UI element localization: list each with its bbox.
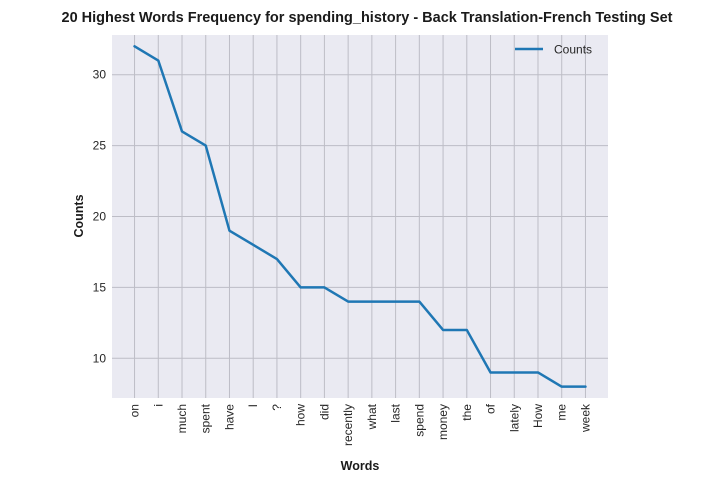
x-tick-label: did <box>317 404 331 420</box>
x-tick-label: spend <box>412 404 426 437</box>
y-tick-label: 20 <box>93 210 107 224</box>
x-tick-label: money <box>436 404 450 440</box>
y-tick-label: 30 <box>93 68 107 82</box>
x-tick-label: recently <box>341 404 355 446</box>
x-tick-label: the <box>460 404 474 421</box>
x-tick-label: have <box>222 404 236 430</box>
x-tick-label: How <box>531 404 545 428</box>
legend: Counts <box>515 43 592 57</box>
x-tick-label: on <box>128 404 142 417</box>
y-tick-label: 10 <box>93 351 107 365</box>
series-layer <box>133 45 587 388</box>
x-tick-label: i <box>151 404 165 407</box>
x-tick-label: I <box>246 404 260 407</box>
x-tick-label: week <box>578 403 592 433</box>
x-axis-ticks: on i much spent have I? how did recently what last… <box>128 403 593 446</box>
grid-lines <box>112 35 608 398</box>
x-tick-label: of <box>484 403 498 414</box>
series-line-counts <box>133 45 587 388</box>
y-axis-label: Counts <box>72 194 86 237</box>
x-tick-label: lately <box>507 404 521 432</box>
x-axis-label: Words <box>341 459 380 473</box>
chart-title: 20 Highest Words Frequency for spending_… <box>62 10 673 26</box>
y-tick-label: 25 <box>93 139 107 153</box>
x-tick-label: much <box>175 404 189 433</box>
x-tick-label: ? <box>270 404 284 411</box>
x-tick-label: what <box>365 403 379 430</box>
legend-label-counts: Counts <box>554 43 592 57</box>
y-axis-ticks: 10 15 20 25 30 <box>93 68 107 366</box>
x-tick-label: spent <box>199 403 213 433</box>
x-tick-label: me <box>555 404 569 421</box>
y-tick-label: 15 <box>93 280 107 294</box>
x-tick-label: last <box>389 403 403 422</box>
x-tick-label: how <box>294 404 308 426</box>
